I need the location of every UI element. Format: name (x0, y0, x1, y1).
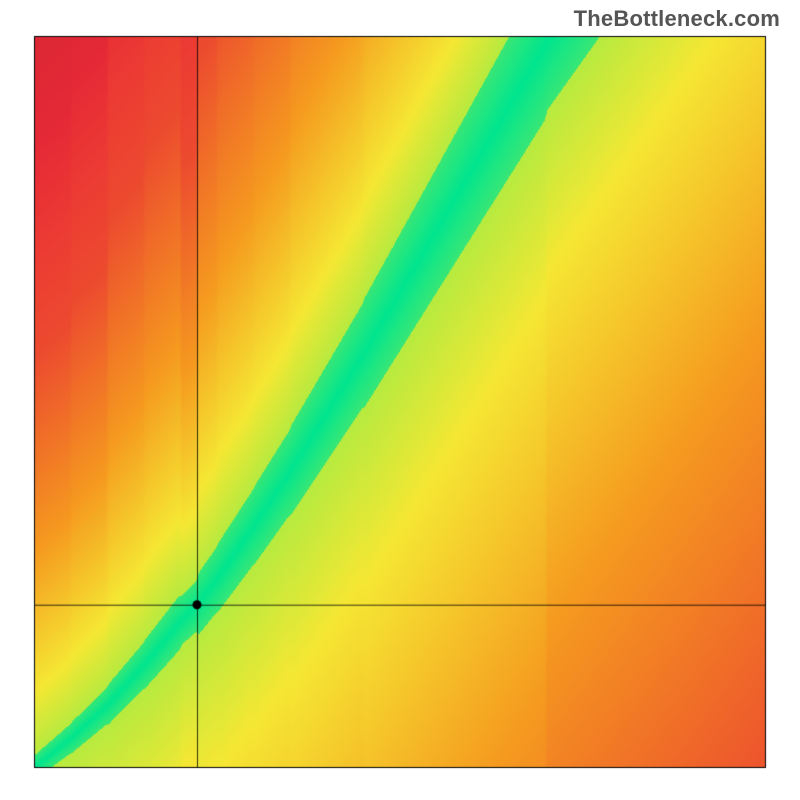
watermark-text: TheBottleneck.com (574, 6, 780, 32)
chart-container: TheBottleneck.com (0, 0, 800, 800)
heatmap-canvas (0, 0, 800, 800)
